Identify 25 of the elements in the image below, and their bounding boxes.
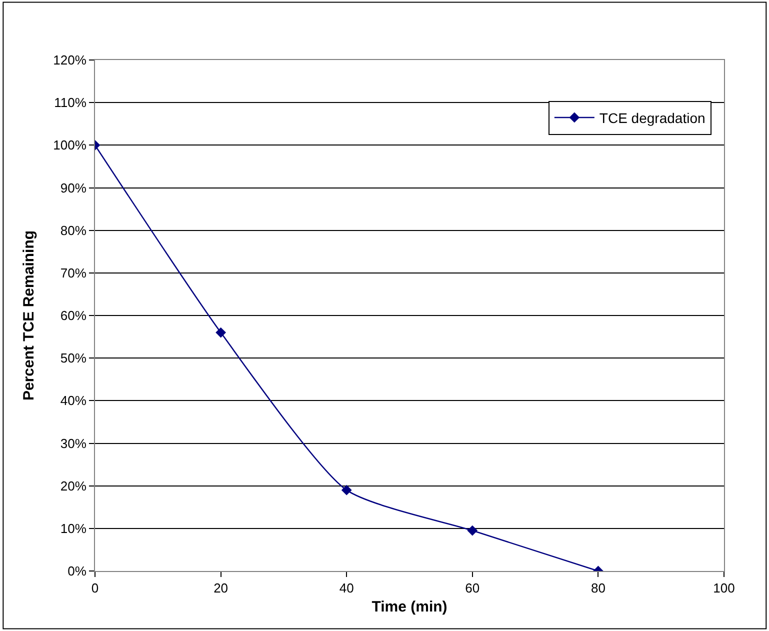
x-tick-label: 0 [91, 580, 99, 596]
x-tick-label: 60 [465, 580, 480, 596]
y-tick-label: 50% [60, 350, 87, 366]
y-tick-label: 90% [60, 180, 87, 196]
x-axis-title: Time (min) [372, 598, 448, 616]
x-tick-label: 100 [713, 580, 735, 596]
y-tick-label: 70% [60, 265, 87, 280]
y-tick-label: 110% [54, 95, 87, 110]
x-tick-label: 40 [339, 580, 354, 596]
y-tick-label: 0% [68, 564, 87, 579]
y-tick-label: 60% [60, 308, 87, 324]
point [216, 327, 226, 338]
y-tick-label: 80% [60, 222, 87, 238]
x-tick-label: 80 [590, 580, 606, 596]
y-tick-label: 30% [60, 436, 87, 451]
y-tick-label: 40% [60, 393, 87, 408]
y-tick-label: 10% [60, 520, 87, 536]
y-tick-label: 100% [53, 138, 87, 153]
legend-label: TCE degradation [599, 110, 706, 126]
y-tick-label: 120% [53, 52, 87, 68]
point [467, 525, 478, 536]
point [341, 484, 352, 496]
y-tick-label: 20% [60, 478, 87, 494]
x-tick-label: 20 [214, 580, 228, 596]
y-axis-title: Percent TCE Remaining [20, 230, 38, 401]
